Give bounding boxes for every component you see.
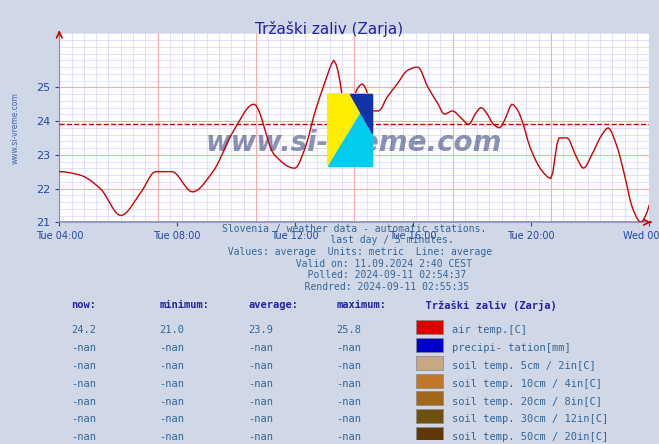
- Text: -nan: -nan: [71, 414, 96, 424]
- Text: now:: now:: [71, 301, 96, 310]
- Text: Tržaški zaliv (Zarja): Tržaški zaliv (Zarja): [256, 21, 403, 37]
- Text: -nan: -nan: [337, 432, 362, 442]
- Text: soil temp. 5cm / 2in[C]: soil temp. 5cm / 2in[C]: [451, 361, 595, 371]
- Text: soil temp. 50cm / 20in[C]: soil temp. 50cm / 20in[C]: [451, 432, 608, 442]
- Polygon shape: [328, 94, 372, 166]
- Bar: [416, 427, 443, 441]
- Text: average:: average:: [248, 301, 298, 310]
- Text: www.si-vreme.com: www.si-vreme.com: [206, 129, 502, 157]
- Text: Slovenia / weather data - automatic stations.: Slovenia / weather data - automatic stat…: [222, 224, 486, 234]
- Text: -nan: -nan: [159, 379, 185, 389]
- Bar: [416, 409, 443, 423]
- Text: precipi- tation[mm]: precipi- tation[mm]: [451, 343, 570, 353]
- Text: 25.8: 25.8: [337, 325, 362, 335]
- Text: -nan: -nan: [71, 379, 96, 389]
- Bar: [416, 320, 443, 334]
- Text: soil temp. 30cm / 12in[C]: soil temp. 30cm / 12in[C]: [451, 414, 608, 424]
- Polygon shape: [328, 94, 372, 166]
- Text: www.si-vreme.com: www.si-vreme.com: [11, 92, 20, 164]
- Text: -nan: -nan: [71, 396, 96, 407]
- Text: Values: average  Units: metric  Line: average: Values: average Units: metric Line: aver…: [216, 247, 492, 257]
- Text: Valid on: 11.09.2024 2:40 CEST: Valid on: 11.09.2024 2:40 CEST: [237, 259, 472, 269]
- Text: soil temp. 20cm / 8in[C]: soil temp. 20cm / 8in[C]: [451, 396, 602, 407]
- Text: -nan: -nan: [337, 414, 362, 424]
- Text: -nan: -nan: [159, 432, 185, 442]
- Text: -nan: -nan: [248, 379, 273, 389]
- Bar: [416, 356, 443, 370]
- Text: -nan: -nan: [159, 343, 185, 353]
- Polygon shape: [350, 94, 372, 133]
- Text: -nan: -nan: [71, 432, 96, 442]
- Text: 21.0: 21.0: [159, 325, 185, 335]
- Text: -nan: -nan: [248, 414, 273, 424]
- Text: -nan: -nan: [159, 414, 185, 424]
- Text: -nan: -nan: [337, 361, 362, 371]
- Text: -nan: -nan: [248, 396, 273, 407]
- Text: last day / 5 minutes.: last day / 5 minutes.: [254, 235, 454, 246]
- Text: Polled: 2024-09-11 02:54:37: Polled: 2024-09-11 02:54:37: [243, 270, 466, 281]
- Bar: [416, 338, 443, 352]
- Text: -nan: -nan: [159, 396, 185, 407]
- Text: air temp.[C]: air temp.[C]: [451, 325, 527, 335]
- Text: 24.2: 24.2: [71, 325, 96, 335]
- Text: -nan: -nan: [159, 361, 185, 371]
- Text: -nan: -nan: [248, 343, 273, 353]
- Bar: [416, 374, 443, 388]
- Text: -nan: -nan: [71, 361, 96, 371]
- Text: -nan: -nan: [248, 361, 273, 371]
- Text: -nan: -nan: [337, 343, 362, 353]
- Bar: [416, 392, 443, 405]
- Text: Tržaški zaliv (Zarja): Tržaški zaliv (Zarja): [413, 301, 557, 312]
- Text: -nan: -nan: [337, 396, 362, 407]
- Text: -nan: -nan: [248, 432, 273, 442]
- Text: maximum:: maximum:: [337, 301, 387, 310]
- Text: Rendred: 2024-09-11 02:55:35: Rendred: 2024-09-11 02:55:35: [240, 282, 469, 292]
- Text: -nan: -nan: [71, 343, 96, 353]
- Text: minimum:: minimum:: [159, 301, 210, 310]
- Text: -nan: -nan: [337, 379, 362, 389]
- Text: soil temp. 10cm / 4in[C]: soil temp. 10cm / 4in[C]: [451, 379, 602, 389]
- Text: 23.9: 23.9: [248, 325, 273, 335]
